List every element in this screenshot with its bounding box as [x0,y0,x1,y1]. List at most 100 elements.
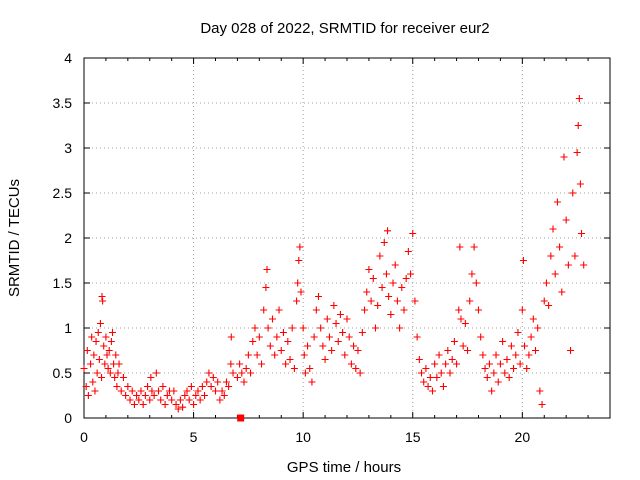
y-tick-label: 0.5 [53,365,73,381]
data-point [485,360,493,368]
data-point [216,396,224,404]
data-point [147,374,155,381]
data-point [312,306,320,314]
data-point [105,347,113,354]
data-point [205,369,213,377]
data-point [415,356,423,363]
data-point [503,356,511,363]
data-point [310,333,318,341]
data-point [332,320,340,327]
data-point [519,257,527,264]
y-tick-label: 3 [64,140,72,156]
data-point [152,369,160,377]
data-point [507,342,515,350]
data-point [367,297,375,305]
x-tick-label: 5 [190,429,198,445]
data-point [214,378,222,386]
data-point [540,297,548,305]
data-point [91,387,99,395]
data-point [279,329,287,336]
data-point [575,95,583,102]
data-point [286,356,294,363]
data-point [470,243,478,251]
data-point [371,324,379,332]
data-point [562,216,570,224]
data-point [185,396,193,404]
data-point [323,315,331,323]
x-tick-label: 0 [80,429,88,445]
data-point [220,392,228,399]
data-point [207,383,215,390]
data-point [168,396,176,404]
data-point [350,342,358,350]
data-point [369,275,377,282]
data-point [534,324,542,332]
data-point [336,311,344,318]
data-point [238,369,246,377]
data-point [558,288,566,296]
data-point [393,297,401,305]
data-point [104,365,112,372]
grid [84,58,610,418]
data-point [222,378,230,386]
data-point [468,270,476,278]
data-point [196,396,204,404]
data-point [299,324,307,332]
data-point [492,351,500,359]
data-point [356,369,364,377]
data-point [80,365,88,372]
data-point [301,369,309,377]
data-point [115,360,123,368]
data-point [170,387,178,395]
data-point [384,227,392,235]
y-axis-title: SRMTID / TECUs [6,179,23,297]
data-point [496,360,504,368]
data-point [361,306,369,314]
data-point [300,351,308,359]
data-point [542,279,550,287]
data-point [505,374,513,381]
data-point [374,302,382,309]
x-tick-label: 20 [515,429,531,445]
data-point [282,360,290,368]
data-point [341,351,349,359]
data-point [264,324,272,332]
data-point [459,342,467,350]
data-point [98,374,106,381]
data-point [229,369,237,377]
data-point [146,396,154,404]
data-point [271,351,279,359]
data-point [494,378,502,386]
data-point [128,387,136,395]
chart-title: Day 028 of 2022, SRMTID for receiver eur… [200,20,489,37]
data-point [247,369,255,377]
data-point [94,329,102,336]
data-point [293,297,301,305]
data-point [580,261,588,269]
data-point [358,329,366,336]
data-point [400,306,408,314]
data-point [139,401,147,408]
data-point [448,356,456,363]
data-point [413,333,421,341]
data-point [556,243,564,251]
data-point [501,369,509,377]
data-point [466,297,474,305]
x-axis-title: GPS time / hours [287,459,401,476]
data-point [201,392,209,399]
data-point [117,387,125,395]
data-point [103,351,111,359]
data-point [87,360,95,368]
data-point [516,360,524,368]
data-point [529,315,537,323]
data-point [571,252,579,260]
data-point [93,369,101,377]
data-point [525,351,533,359]
data-point [102,333,110,341]
data-point [253,351,261,359]
data-point [576,180,584,188]
data-point [294,279,302,287]
data-point [82,383,90,390]
data-point [499,338,507,345]
data-point [225,383,233,390]
